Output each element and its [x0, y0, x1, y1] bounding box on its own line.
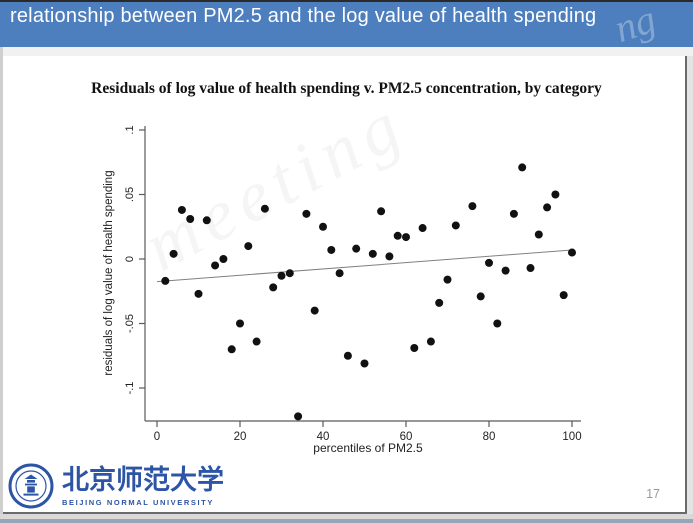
- scatter-point: [426, 337, 435, 346]
- x-axis-label: percentiles of PM2.5: [313, 441, 423, 455]
- chart-title: Residuals of log value of health spendin…: [91, 80, 602, 97]
- scatter-point: [269, 283, 278, 292]
- scatter-point: [534, 230, 543, 239]
- scatter-point: [161, 276, 170, 285]
- scatter-point: [186, 215, 195, 224]
- scatter-point: [169, 249, 178, 258]
- x-tick-label: 100: [562, 431, 581, 443]
- scatter-point: [352, 244, 361, 253]
- scatter-point: [485, 258, 493, 267]
- scatter-point: [211, 261, 220, 270]
- scatter-point: [393, 231, 402, 240]
- scatter-point: [410, 344, 419, 353]
- scatter-point: [559, 291, 568, 300]
- scatter-point: [443, 275, 452, 284]
- scatter-point: [518, 163, 527, 172]
- scatter-point: [509, 209, 518, 218]
- university-seal-icon: [8, 463, 54, 509]
- university-name-chinese: 北京师范大学: [62, 465, 224, 495]
- scatter-point: [177, 205, 186, 214]
- x-tick-label: 60: [400, 431, 413, 443]
- scatter-point: [468, 202, 477, 211]
- scatter-point: [335, 269, 344, 278]
- scatter-point: [302, 209, 311, 218]
- fit-line: [156, 249, 573, 283]
- page-number: 17: [646, 487, 660, 501]
- scatter-point: [435, 298, 444, 307]
- scatter-point: [476, 292, 485, 301]
- scatter-point: [402, 233, 410, 242]
- scatter-point: [244, 242, 253, 251]
- scatter-point: [277, 271, 286, 280]
- y-tick-label: -.05: [124, 314, 136, 333]
- university-logo: 北京师范大学 BEIJING NORMAL UNIVERSITY: [8, 463, 224, 509]
- y-tick-label: .05: [124, 187, 136, 202]
- scatter-point: [260, 204, 269, 213]
- scatter-point: [526, 264, 535, 273]
- scatter-point: [236, 319, 244, 328]
- slide-title-banner: relationship between PM2.5 and the log v…: [0, 0, 693, 51]
- scatter-point: [285, 269, 294, 278]
- y-tick-label: 0: [124, 256, 136, 262]
- scatter-point: [202, 216, 211, 225]
- x-tick-label: 0: [154, 431, 160, 443]
- scatter-point: [493, 319, 502, 328]
- slide-body: [3, 56, 687, 514]
- scatter-point: [194, 289, 203, 298]
- scatter-point: [252, 337, 261, 346]
- scatter-chart: .1 .05 0 -.05 -.1 0 20 40 60 80 100 residuals of lo…: [103, 125, 582, 455]
- scatter-point: [543, 203, 552, 212]
- scatter-point: [368, 249, 377, 258]
- slide-title: relationship between PM2.5 and the log v…: [10, 5, 597, 27]
- slide-left-edge: [0, 47, 3, 523]
- x-tick-label: 40: [317, 431, 330, 443]
- y-tick-label: -.1: [124, 382, 136, 395]
- scatter-point: [551, 190, 560, 199]
- scatter-point: [451, 221, 460, 230]
- scatter-point: [418, 224, 427, 233]
- scatter-point: [327, 245, 336, 254]
- scatter-point: [360, 359, 369, 368]
- slide-bottom-bar: [0, 519, 693, 523]
- scatter-point: [377, 207, 386, 216]
- y-axis-label: residuals of log value of health spendin…: [103, 170, 115, 375]
- scatter-point: [501, 266, 510, 275]
- university-name-english: BEIJING NORMAL UNIVERSITY: [62, 498, 214, 507]
- scatter-point: [568, 248, 576, 257]
- scatter-point: [385, 252, 394, 261]
- scatter-point: [343, 351, 352, 360]
- scatter-point: [219, 255, 228, 263]
- slide-bottom-margin: [0, 514, 693, 519]
- scatter-point: [310, 306, 319, 315]
- scatter-point: [227, 345, 236, 354]
- x-tick-label: 80: [483, 431, 496, 443]
- x-tick-label: 20: [234, 431, 247, 443]
- y-tick-label: .1: [124, 125, 136, 134]
- slide-right-margin: [687, 56, 693, 514]
- scatter-point: [319, 222, 327, 231]
- scatter-point: [294, 412, 303, 421]
